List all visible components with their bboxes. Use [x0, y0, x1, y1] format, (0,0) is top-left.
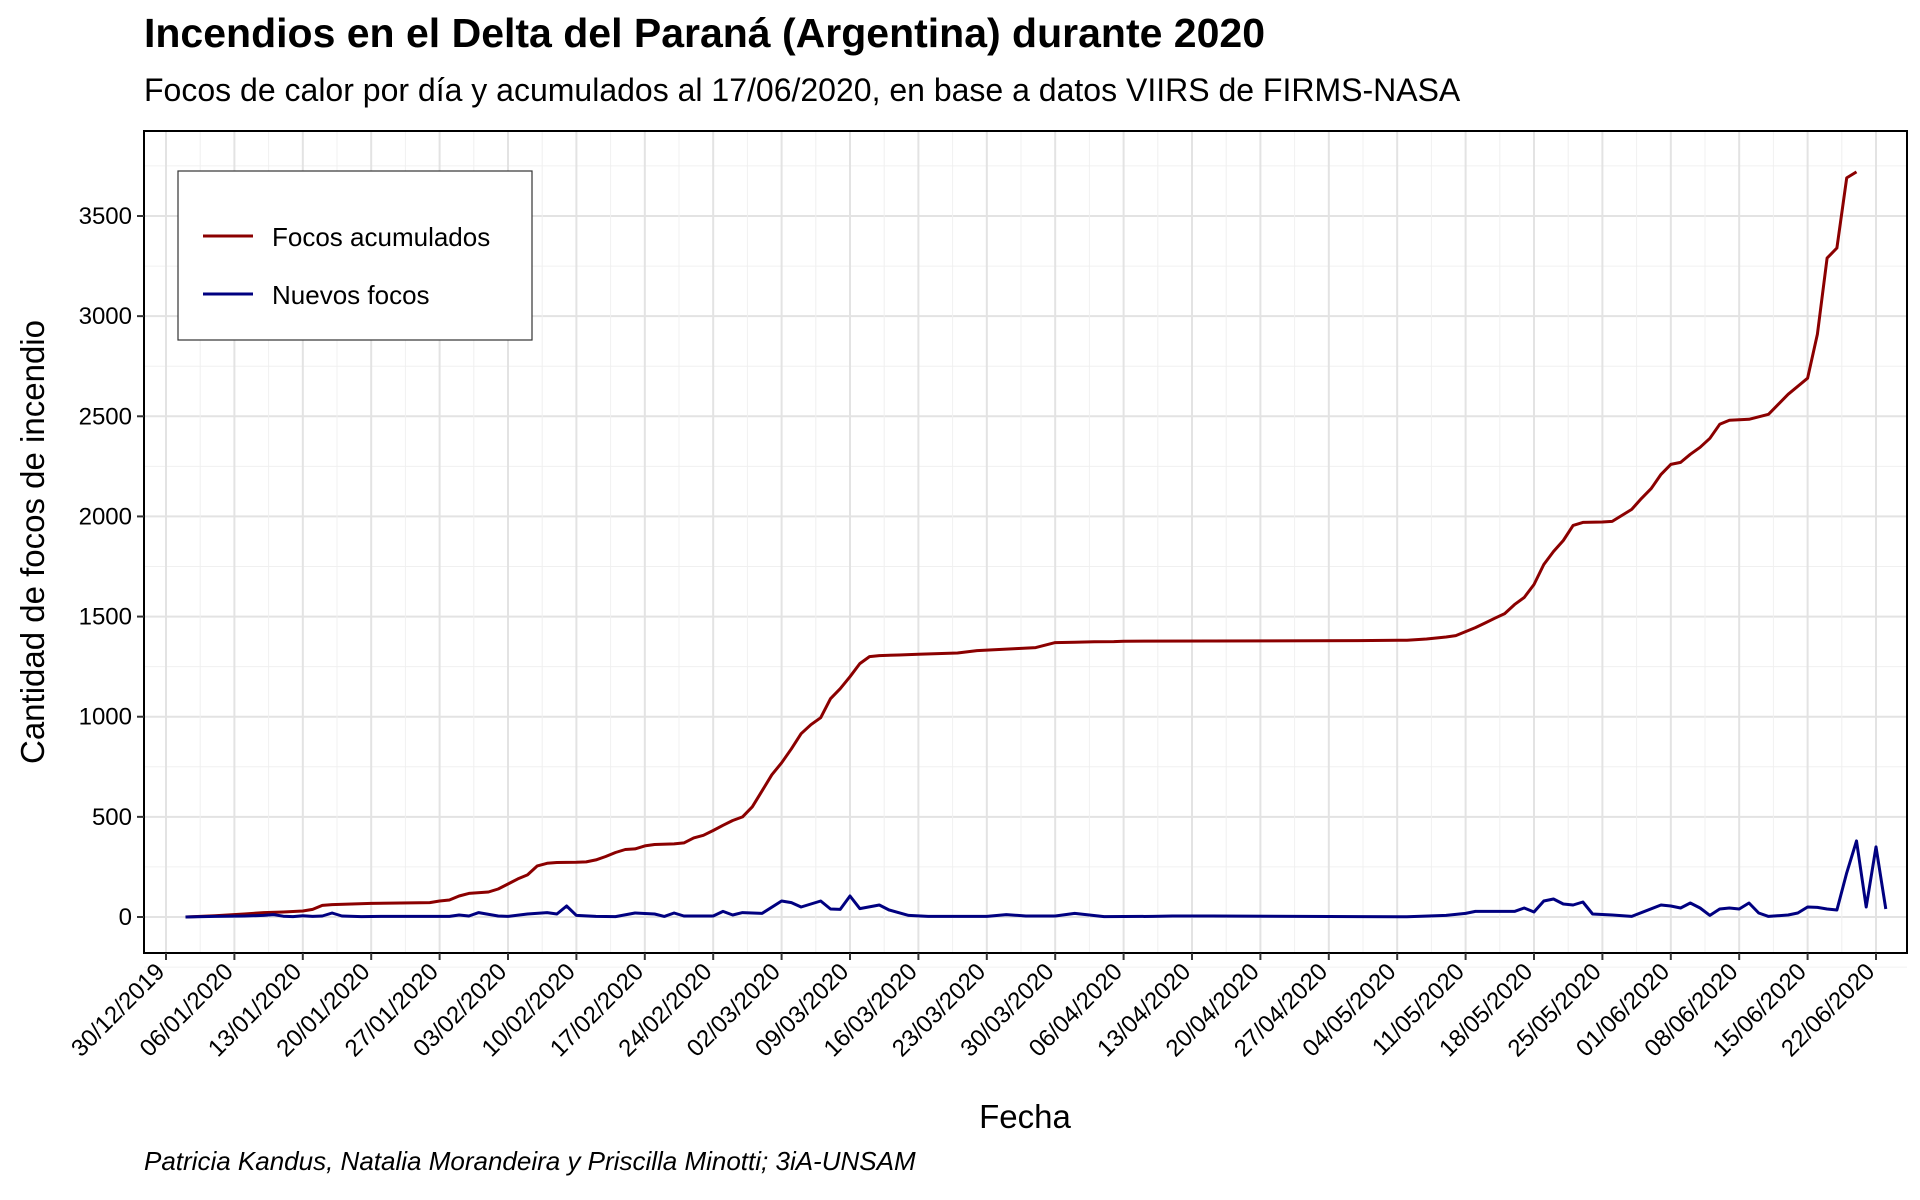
chart-subtitle: Focos de calor por día y acumulados al 1… — [144, 72, 1461, 108]
chart-caption: Patricia Kandus, Natalia Morandeira y Pr… — [144, 1146, 916, 1176]
y-tick-label: 2000 — [79, 503, 132, 530]
plot-border — [143, 130, 1908, 954]
series-line-focos-acumulados — [185, 170, 1858, 919]
y-tick-label: 500 — [92, 804, 132, 831]
y-axis-title: Cantidad de focos de incendio — [14, 320, 51, 764]
y-tick-label: 3500 — [79, 203, 132, 230]
x-axis-title: Fecha — [979, 1098, 1071, 1135]
y-tick-label: 3000 — [79, 303, 132, 330]
y-tick-label: 1500 — [79, 604, 132, 631]
legend-label-nuevos-focos: Nuevos focos — [272, 280, 430, 310]
chart-title: Incendios en el Delta del Paraná (Argent… — [144, 10, 1265, 56]
y-tick-label: 0 — [119, 904, 132, 931]
legend: Focos acumulados Nuevos focos — [177, 170, 533, 341]
x-axis: 30/12/201906/01/202013/01/202020/01/2020… — [66, 953, 1880, 1062]
series-line-nuevos-focos — [185, 839, 1888, 919]
y-tick-label: 1000 — [79, 704, 132, 731]
y-axis: 0 500 1000 1500 2000 2500 3000 3500 — [79, 203, 144, 931]
y-tick-label: 2500 — [79, 403, 132, 430]
grid-layer — [144, 131, 1907, 968]
legend-label-focos-acumulados: Focos acumulados — [272, 222, 490, 252]
legend-box — [177, 170, 533, 341]
series-layer — [185, 170, 1888, 919]
